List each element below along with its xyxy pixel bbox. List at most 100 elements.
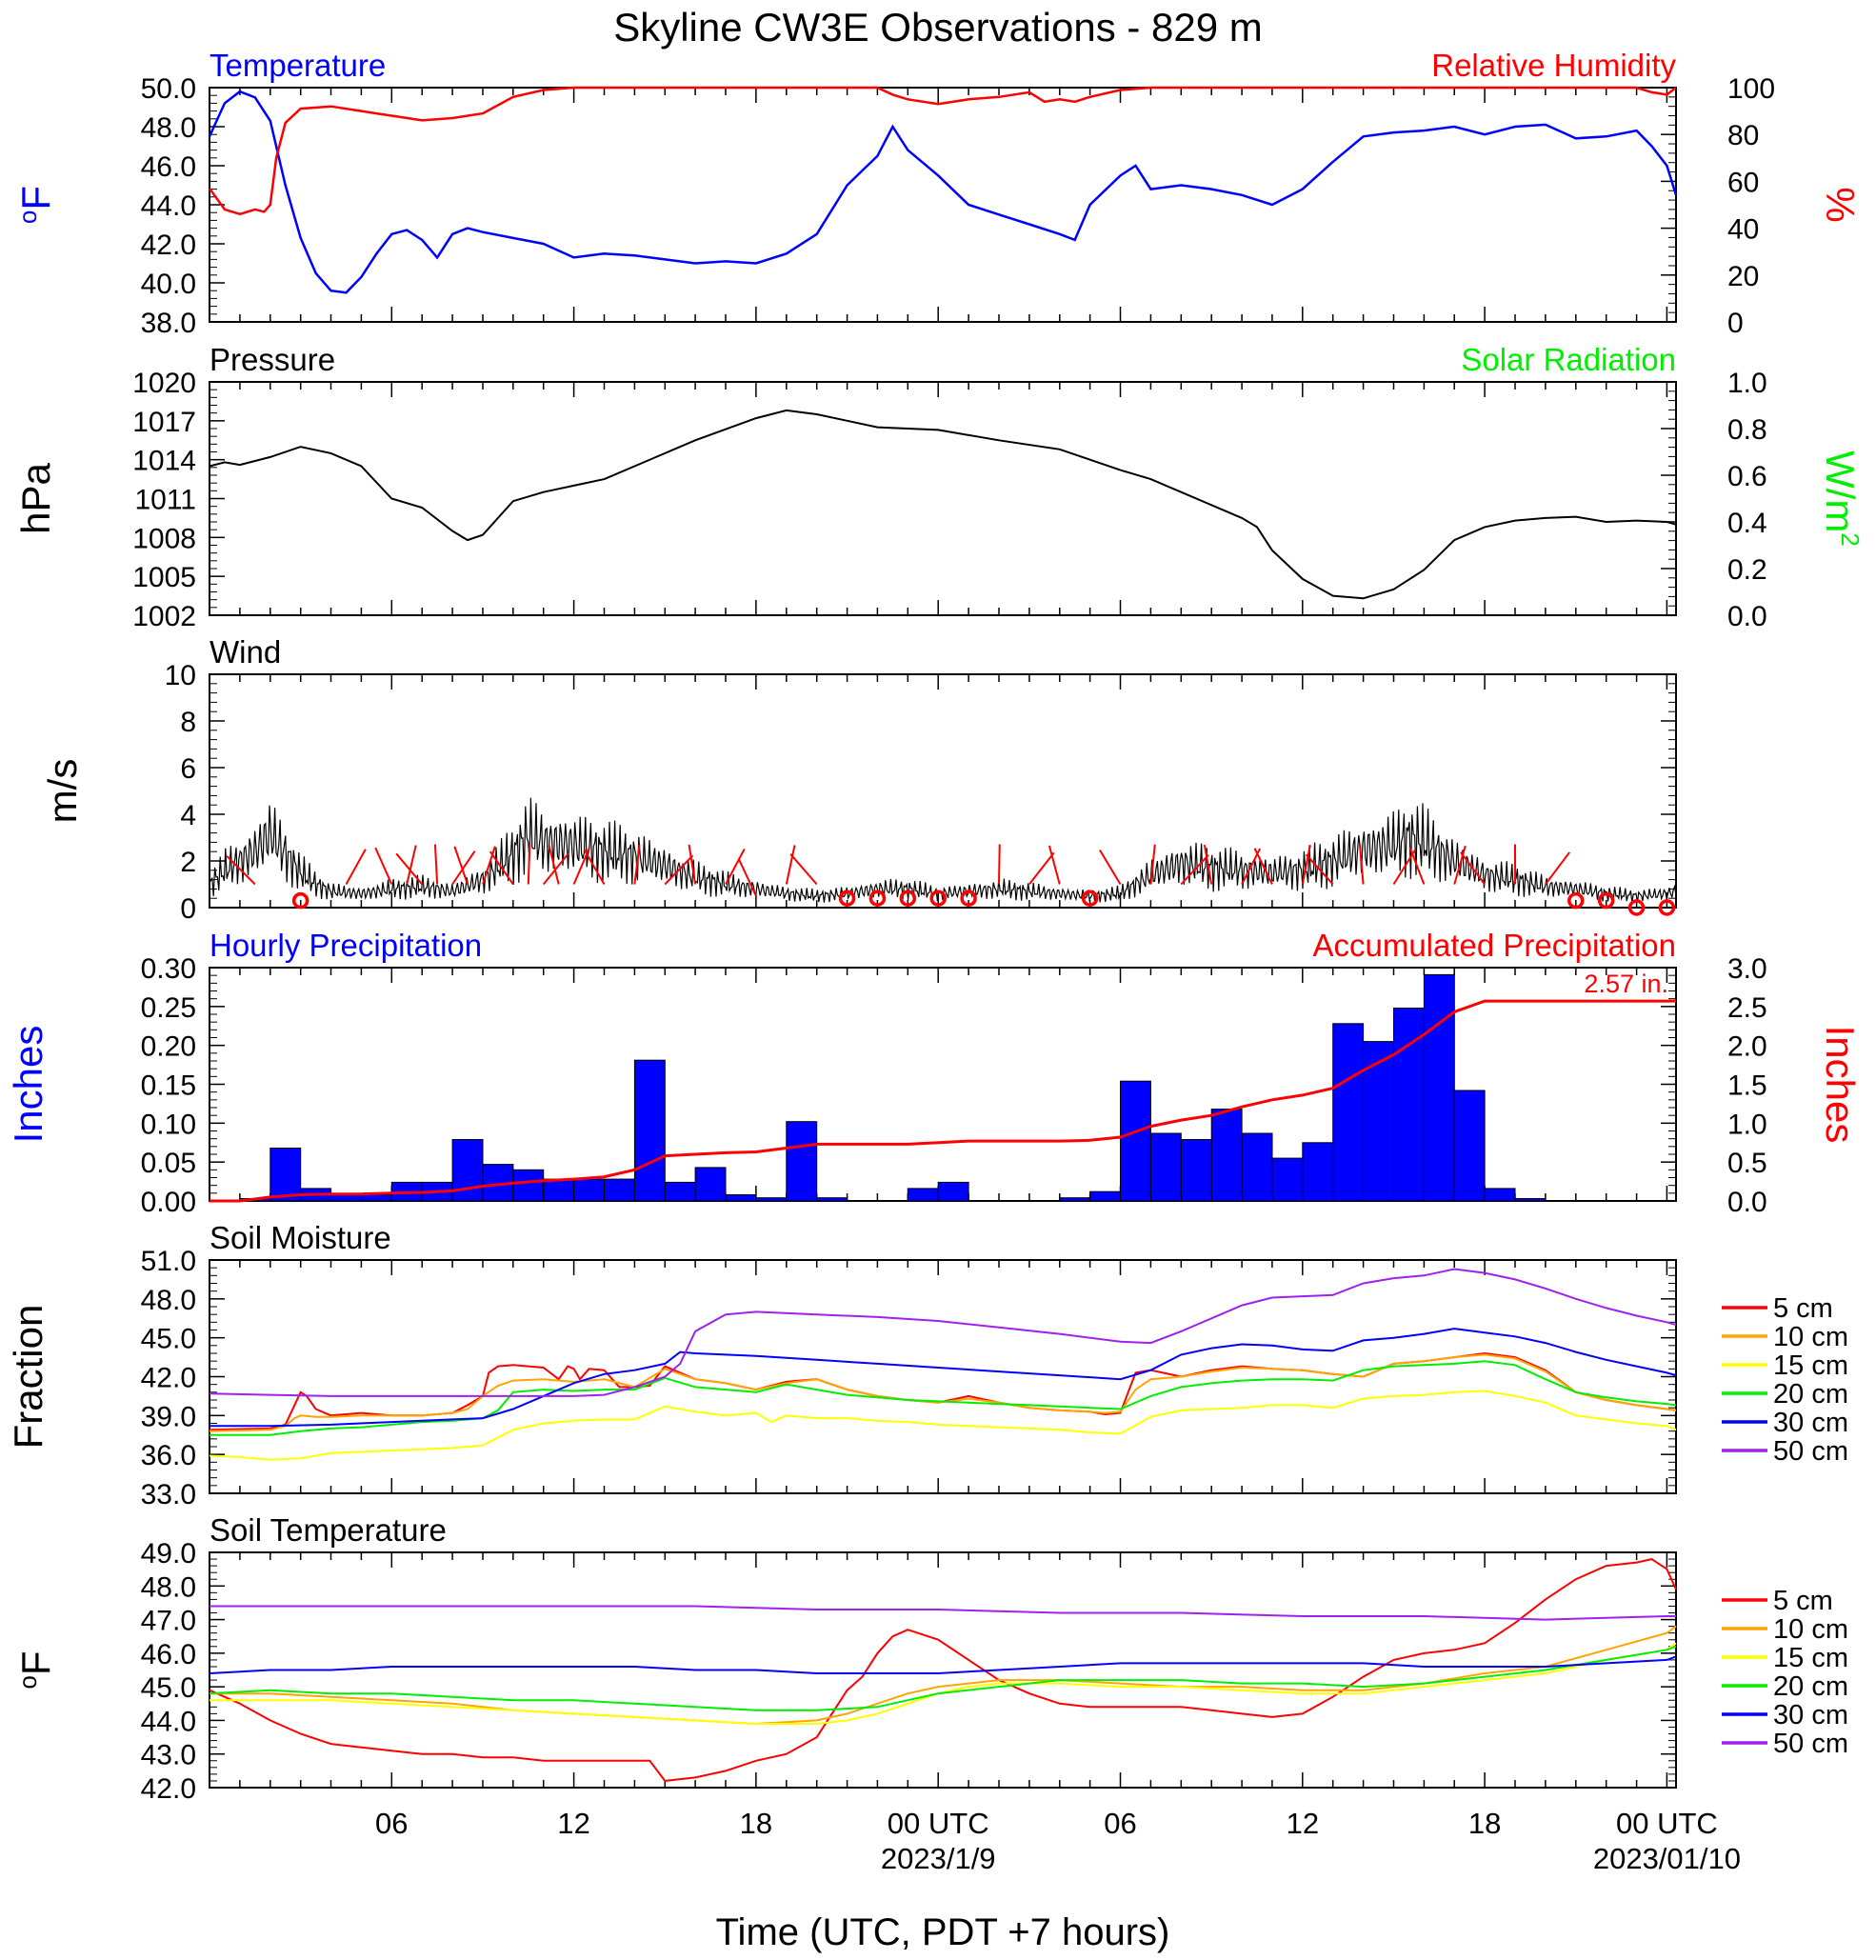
wind-barb	[345, 849, 367, 885]
y-tick-label-left: 0.15	[141, 1070, 196, 1102]
y-tick-label-left: 0.25	[141, 992, 196, 1024]
y-tick-label-left: 46.0	[141, 1639, 196, 1670]
panel-title-left: Wind	[210, 634, 281, 670]
precip-bar	[604, 1178, 635, 1202]
precip-bar	[451, 1139, 484, 1202]
panel-precipitation: 0.00 0.05 0.10 0.15 0.20 0.25 0.30 0.0 0.5 1.0 1.5…	[6, 928, 1863, 1218]
panel-frame	[209, 1551, 1677, 1789]
y-axis-label-right: %	[1818, 187, 1863, 222]
y-tick-label-left: 42.0	[141, 1773, 196, 1805]
legend-label: 10 cm	[1773, 1322, 1848, 1352]
x-tick-label: 12	[557, 1807, 589, 1840]
panel-title-left: Pressure	[210, 342, 335, 377]
y-tick-label-left: 40.0	[141, 269, 196, 300]
y-tick-label-left: 8	[180, 707, 196, 738]
series-pressure	[209, 409, 1677, 600]
y-tick-label-right: 20	[1727, 261, 1759, 292]
y-tick-label-left: 0.30	[141, 953, 196, 985]
y-axis-label-right: W/m2	[1818, 450, 1865, 547]
panel-wind: 0 2 4 6 8 10 Wind m/s	[40, 634, 1677, 925]
y-tick-label-right: 40	[1727, 214, 1759, 246]
y-tick-label-left: 49.0	[141, 1538, 196, 1570]
x-date-label: 2023/1/9	[881, 1842, 996, 1875]
wind-barb	[1358, 844, 1365, 885]
precip-bar	[543, 1178, 575, 1202]
series-humidity	[208, 86, 1677, 216]
precip-bar	[1363, 1041, 1394, 1202]
y-axis-label-left: hPa	[13, 462, 58, 533]
wind-barb	[406, 845, 417, 885]
wind-calm-marker	[899, 890, 917, 907]
precip-bar	[1210, 1109, 1243, 1202]
legend-label: 20 cm	[1773, 1379, 1848, 1410]
y-tick-label-right: 0.2	[1727, 554, 1767, 586]
y-tick-label-right: 60	[1727, 167, 1759, 198]
y-tick-label-left: 46.0	[141, 151, 196, 183]
wind-barb	[542, 852, 569, 886]
x-tick-label: 18	[1468, 1807, 1501, 1840]
y-tick-label-left: 43.0	[141, 1740, 196, 1771]
y-tick-label-left: 0.20	[141, 1031, 196, 1063]
precip-bar	[1332, 1023, 1365, 1202]
wind-barb	[1149, 844, 1156, 885]
wind-barb	[482, 846, 496, 885]
panel-frame	[209, 673, 1677, 909]
precip-bar	[725, 1194, 757, 1202]
figure-title: Skyline CW3E Observations - 829 m	[613, 5, 1263, 50]
precip-bar	[1514, 1198, 1547, 1202]
precip-bar	[269, 1148, 302, 1202]
y-tick-label-left: 0.00	[141, 1187, 196, 1218]
y-tick-label-left: 0	[180, 893, 196, 925]
y-tick-label-left: 1014	[132, 446, 196, 477]
series-wind-speed	[209, 797, 1677, 903]
panel-frame	[209, 87, 1677, 323]
y-axis-label-right: Inches	[1818, 1026, 1863, 1144]
wind-barb	[997, 844, 1001, 885]
panel-soil_moisture: 33.0 36.0 39.0 42.0 45.0 48.0 51.0 Soil Moistur…	[6, 1220, 1848, 1510]
wind-barb	[583, 849, 606, 886]
wind-barb	[1099, 849, 1122, 886]
y-tick-label-left: 1011	[134, 485, 196, 516]
y-tick-label-left: 1008	[132, 523, 196, 554]
x-tick-label: 00 UTC	[1616, 1807, 1718, 1840]
y-tick-label-right: 0.0	[1727, 601, 1767, 632]
precip-bar	[1453, 1090, 1486, 1202]
precip-bar	[694, 1167, 727, 1202]
series-depth_15	[210, 1642, 1677, 1725]
wind-barb	[1392, 850, 1416, 886]
y-tick-label-left: 51.0	[141, 1246, 196, 1277]
wind-barb	[1545, 851, 1570, 886]
y-tick-label-right: 0.4	[1727, 508, 1767, 539]
panels: 38.040.042.044.046.048.050.0020406080100…	[6, 48, 1865, 1805]
panel-title-left: Soil Moisture	[210, 1220, 391, 1255]
wind-calm-marker	[960, 890, 977, 907]
legend-label: 15 cm	[1773, 1350, 1848, 1381]
series-depth_10	[210, 1625, 1677, 1726]
legend-label: 5 cm	[1773, 1586, 1833, 1616]
wind-barb	[1253, 848, 1273, 885]
wind-barb	[395, 852, 423, 886]
x-tick-label: 00 UTC	[888, 1807, 989, 1840]
y-tick-label-left: 4	[180, 800, 196, 831]
precip-bar	[573, 1178, 605, 1202]
y-tick-label-right: 2.5	[1727, 992, 1767, 1024]
precip-bar	[1089, 1190, 1121, 1202]
y-tick-label-left: 47.0	[141, 1606, 196, 1637]
wind-calm-marker	[1658, 899, 1676, 916]
y-axis-label-left: oF	[13, 186, 58, 224]
y-tick-label-right: 3.0	[1727, 953, 1767, 985]
wind-calm-marker	[1627, 899, 1646, 916]
wind-barb	[374, 847, 393, 885]
precip-bar	[330, 1194, 362, 1202]
panel-temperature_humidity: 38.0 40.0 42.0 44.0 46.0 48.0 50.0 0 20 40 60 80 100…	[13, 48, 1863, 339]
y-tick-label-left: 42.0	[141, 1363, 196, 1394]
precip-bar	[755, 1197, 788, 1202]
y-tick-label-left: 6	[180, 753, 196, 785]
series-depth_5	[209, 1558, 1677, 1782]
wind-barb	[451, 850, 476, 886]
wind-calm-marker	[868, 890, 887, 907]
y-tick-label-left: 0.10	[141, 1109, 196, 1140]
wind-barb	[1460, 851, 1486, 886]
series-depth_15	[209, 1390, 1677, 1461]
